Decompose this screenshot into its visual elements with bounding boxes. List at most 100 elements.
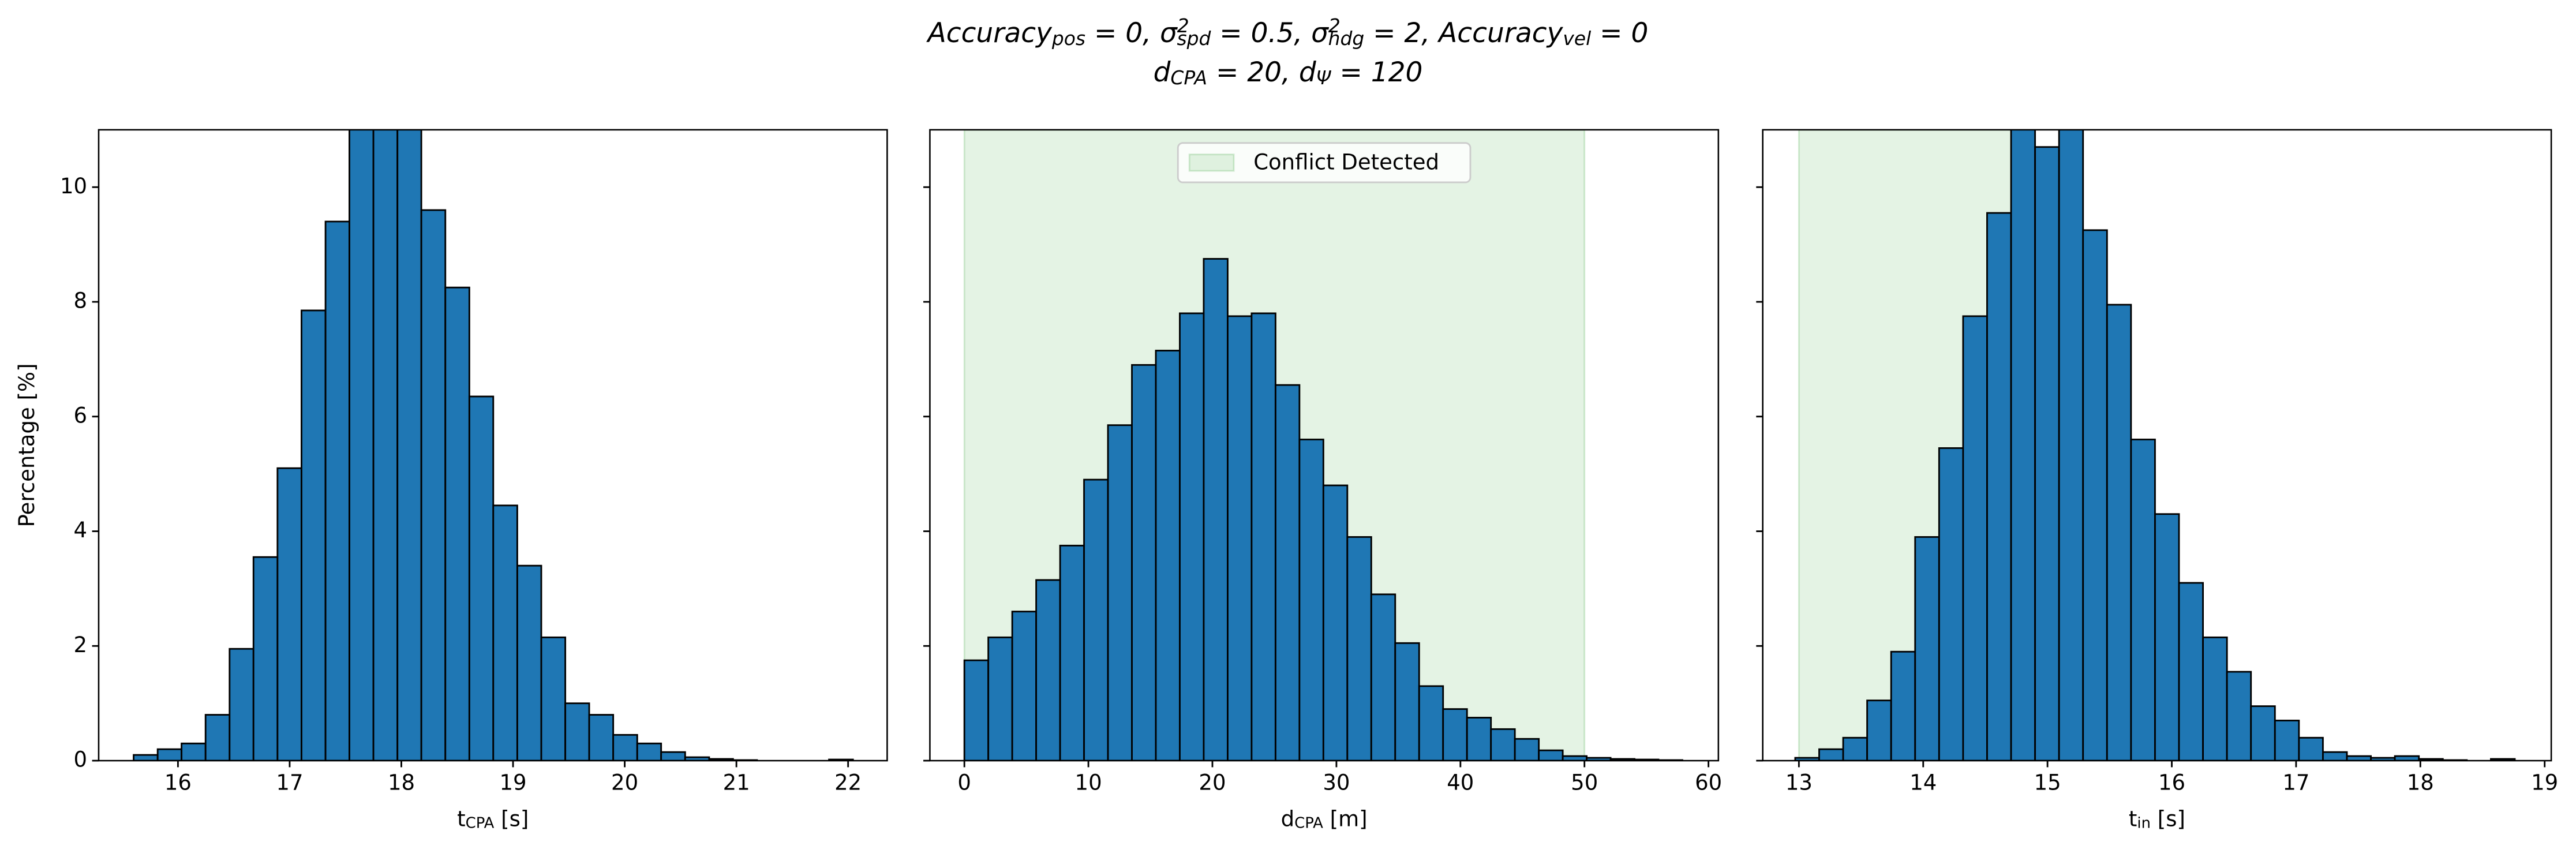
bar — [1466, 717, 1492, 761]
bar — [396, 129, 422, 761]
bar — [1250, 312, 1276, 761]
bar — [1035, 579, 1061, 761]
y-tick-label: 8 — [74, 289, 88, 313]
x-tick-label: 50 — [1571, 770, 1598, 795]
y-tick-label: 10 — [60, 174, 87, 199]
bar — [1203, 258, 1229, 761]
x-tick-label: 18 — [2407, 770, 2434, 795]
panel: 13 14 15 16 17 18 19 tin [s] — [1756, 129, 2558, 832]
bar — [1131, 364, 1157, 761]
legend-box — [1177, 142, 1472, 184]
bar — [564, 702, 590, 761]
bar — [1866, 699, 1892, 761]
bar — [1274, 384, 1301, 761]
bar — [1514, 738, 1540, 761]
bar — [612, 734, 638, 761]
chart-title: Accuracypos = 0, σ2 spd = 0.5, σ2 hdg = 2,… — [926, 14, 1649, 49]
bar — [1083, 478, 1109, 761]
legend: Conflict Detected — [1177, 142, 1472, 184]
y-tick-label: 2 — [74, 633, 88, 657]
bar — [1322, 484, 1349, 761]
x-tick-label: 16 — [164, 770, 192, 795]
text-part: 2 — [1328, 14, 1341, 37]
x-tick-label: 15 — [2034, 770, 2061, 795]
bar — [2274, 720, 2300, 761]
bar — [2490, 758, 2516, 761]
bar — [301, 309, 327, 761]
bar — [276, 467, 302, 761]
y-tick-label: 6 — [74, 403, 88, 428]
bar — [2082, 229, 2108, 761]
x-tick-label: 17 — [2282, 770, 2309, 795]
y-tick-label: 0 — [74, 747, 88, 772]
bar — [444, 286, 470, 761]
bar — [2154, 513, 2180, 761]
text-part: Ψ — [1316, 66, 1332, 89]
bar — [2106, 304, 2132, 761]
bar — [1298, 439, 1324, 761]
legend-label: Conflict Detected — [1253, 150, 1439, 175]
text-part: t — [2129, 806, 2137, 831]
text-part: CPA — [466, 814, 495, 832]
bar — [1442, 708, 1468, 761]
bar — [1490, 728, 1516, 761]
bar — [492, 504, 518, 761]
y-tick-label: 4 — [74, 518, 88, 543]
bar — [1962, 315, 1988, 761]
x-axis-label: tin [s] — [2129, 806, 2185, 832]
bar — [2178, 582, 2204, 761]
x-tick-label: 60 — [1695, 770, 1722, 795]
x-axis-label: tCPA [s] — [457, 806, 529, 832]
bar — [1346, 536, 1372, 761]
text-part: [s] — [494, 806, 529, 831]
bar — [204, 714, 231, 761]
plot-area — [1794, 129, 2516, 761]
text-part: = 2, Accuracy — [1364, 17, 1563, 48]
text-part: CPA — [1170, 66, 1207, 89]
text-part: hdg — [1328, 27, 1365, 50]
bar — [1107, 424, 1133, 761]
text-part: pos — [1051, 27, 1085, 50]
bar — [133, 754, 159, 761]
bar — [1938, 447, 1964, 761]
plot-area — [133, 129, 854, 761]
x-tick-label: 20 — [1199, 770, 1226, 795]
panel: 0 10 20 30 40 50 60 dCPA [m] Conflict Detected — [923, 129, 1722, 832]
bar — [516, 564, 542, 761]
x-tick-label: 20 — [611, 770, 638, 795]
x-axis-label: dCPA [m] — [1281, 806, 1368, 832]
bar — [1986, 212, 2012, 761]
bar — [1914, 536, 1940, 761]
bar — [2034, 146, 2060, 761]
bar — [2250, 705, 2276, 761]
axes-frame — [929, 129, 1720, 762]
x-tick-label: 10 — [1075, 770, 1102, 795]
text-part: spd — [1177, 27, 1211, 50]
chart-title: dCPA = 20, dΨ = 120 — [1154, 57, 1423, 89]
text-part: t — [457, 806, 466, 831]
text-part: [m] — [1323, 806, 1368, 831]
text-part: = 0, σ — [1085, 17, 1178, 48]
bar — [2130, 439, 2156, 761]
y-axis-label: Percentage [%] — [14, 363, 39, 527]
x-tick-label: 40 — [1447, 770, 1474, 795]
bar — [181, 742, 207, 761]
text-part: in — [2137, 814, 2151, 832]
x-tick-label: 17 — [276, 770, 303, 795]
text-part: d — [1154, 57, 1171, 88]
bar — [1818, 748, 1844, 761]
bar — [2322, 751, 2348, 761]
x-tick-label: 18 — [388, 770, 415, 795]
bar — [1890, 650, 1916, 761]
text-part: [s] — [2151, 806, 2185, 831]
axes-frame — [1762, 129, 2552, 762]
x-tick-label: 13 — [1785, 770, 1813, 795]
x-tick-label: 0 — [957, 770, 971, 795]
x-tick-label: 30 — [1323, 770, 1350, 795]
bar — [1011, 611, 1038, 761]
bar — [1418, 685, 1444, 761]
text-part: CPA — [1294, 814, 1323, 832]
panel: 16 17 18 19 20 21 22 0 2 4 6 8 10 tCPA [s] Percentage … — [14, 129, 888, 832]
legend-swatch — [1188, 154, 1235, 172]
